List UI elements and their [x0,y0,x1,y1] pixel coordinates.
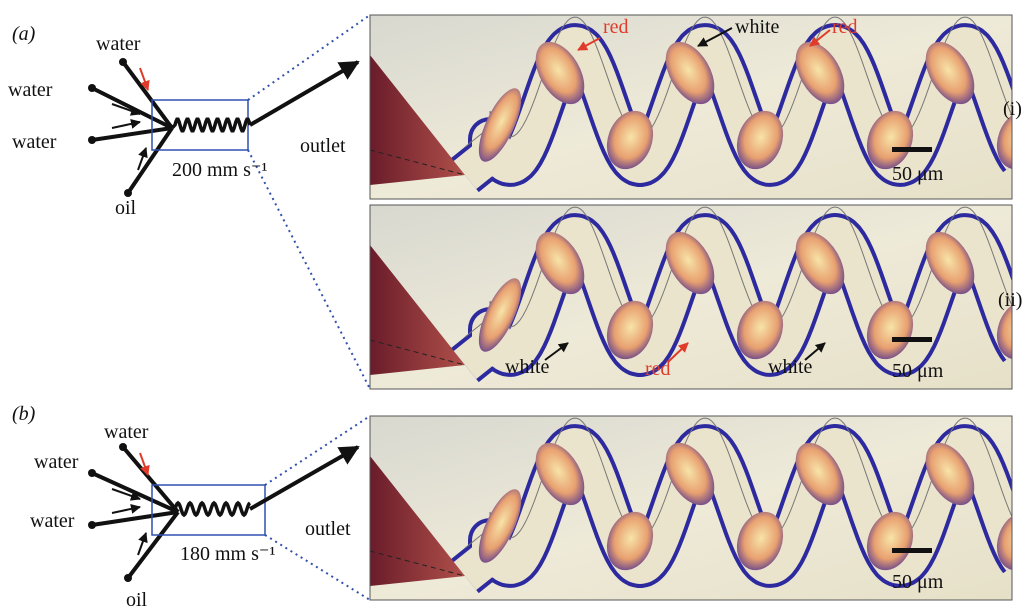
micrographs [370,15,1033,600]
inlet-label: water [30,510,75,532]
flow-speed: 180 mm s⁻¹ [180,543,275,565]
inlet-label: oil [115,197,137,219]
figure: (a) water water water oil 200 mm s⁻¹ out… [0,0,1033,608]
inlet-label: water [12,131,57,153]
image-label: (ii) [998,289,1022,311]
scale-bar-label: 50 μm [892,571,944,593]
inlet-label: water [34,451,79,473]
inlet-line [92,128,172,140]
inlet-line [92,512,178,525]
inlet-line [128,512,178,578]
outlet-label: outlet [300,135,346,157]
annotation: red [832,16,858,38]
arrow [112,122,140,128]
arrow [138,533,146,555]
annotation: white [768,356,813,378]
image-label: (i) [1003,98,1022,120]
inlet-label: water [104,421,149,443]
scale-bar [892,147,932,152]
inlet-line [128,128,172,193]
inlet-label: water [96,33,141,55]
scale-bar [892,337,932,342]
flow-speed: 200 mm s⁻¹ [172,159,267,181]
zoom-line [248,15,370,100]
inlet-line [92,473,178,512]
annotation: red [603,16,629,38]
serpentine [172,119,250,130]
arrow [250,447,358,509]
scale-bar [892,548,932,553]
inlet-label: oil [126,589,148,608]
serpentine [175,503,250,515]
inlet-line [123,62,172,128]
inlet-line [123,447,178,512]
annotation: red [645,358,671,380]
scale-bar-label: 50 μm [892,360,944,382]
outlet-label: outlet [305,518,351,540]
zoom-line [265,535,370,600]
inlet-label: water [8,79,53,101]
panel-label: (b) [12,403,36,425]
zoom-line [248,150,370,389]
annotation: white [505,356,550,378]
panel-label: (a) [12,23,36,45]
scale-bar-label: 50 μm [892,163,944,185]
arrow [112,507,140,513]
arrow [250,62,358,125]
inlet-line [92,88,172,128]
annotation: white [735,16,780,38]
